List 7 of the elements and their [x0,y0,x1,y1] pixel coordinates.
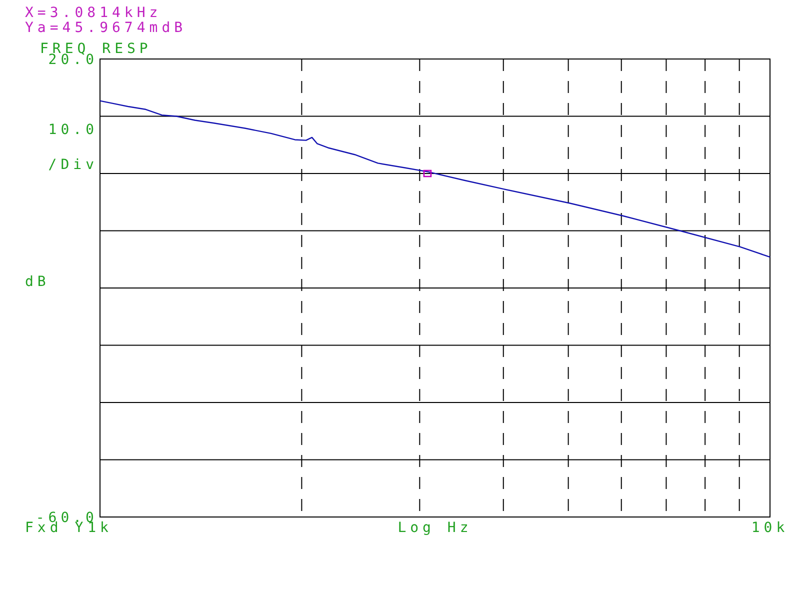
x-tick-label: 10k [751,520,789,536]
text: Ya=45.9674mdB [25,20,187,36]
y-axis-title: dB [25,274,50,290]
y-tick-label: 20.0 [48,52,98,68]
text: 10.0 /Div [48,122,98,173]
x-axis-title: Log Hz [398,520,472,536]
text: X=3.0814kHz [25,5,162,21]
